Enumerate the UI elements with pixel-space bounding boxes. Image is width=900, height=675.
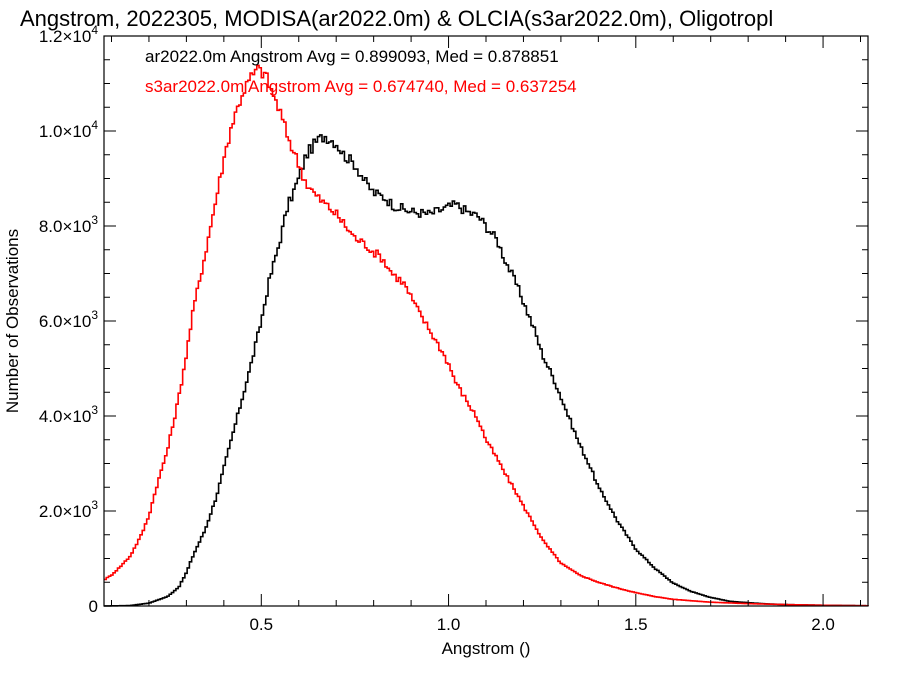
series-line-olcia: [104, 64, 869, 607]
legend-annotation-modisa: ar2022.0m Angstrom Avg = 0.899093, Med =…: [145, 47, 559, 66]
x-tick-label: 0.5: [249, 615, 273, 634]
y-tick-label: 4.0×103: [39, 403, 98, 426]
y-tick-label: 2.0×103: [39, 498, 98, 521]
y-tick-mantissa: 0: [89, 597, 98, 616]
y-tick-mantissa: 1.2×10: [39, 27, 91, 46]
y-tick-exponent: 3: [91, 403, 98, 417]
plot-frame: [103, 35, 869, 607]
y-tick-mantissa: 6.0×10: [39, 312, 91, 331]
ticks-layer: 0.5 1.0 1.5 2.002.0×1034.0×1036.0×1038.0×10…: [39, 23, 868, 634]
y-tick-exponent: 3: [91, 308, 98, 322]
y-tick-mantissa: 8.0×10: [39, 217, 91, 236]
y-tick-label: 0: [89, 597, 98, 616]
x-tick-label: 1.0: [437, 615, 461, 634]
x-tick-label: 2.0: [811, 615, 835, 634]
series-line-modisa: [104, 134, 869, 607]
series-layer: [104, 64, 869, 607]
y-tick-exponent: 3: [91, 498, 98, 512]
y-tick-mantissa: 2.0×10: [39, 502, 91, 521]
y-tick-label: 1.2×104: [39, 23, 98, 46]
y-tick-label: 1.0×104: [39, 118, 98, 141]
y-tick-mantissa: 4.0×10: [39, 407, 91, 426]
x-axis-label: Angstrom (): [442, 639, 531, 658]
chart-title: Angstrom, 2022305, MODISA(ar2022.0m) & O…: [20, 6, 773, 31]
y-tick-mantissa: 1.0×10: [39, 122, 91, 141]
y-tick-label: 8.0×103: [39, 213, 98, 236]
y-tick-label: 6.0×103: [39, 308, 98, 331]
x-tick-label: 1.5: [624, 615, 648, 634]
legend-annotation-olcia: s3ar2022.0m Angstrom Avg = 0.674740, Med…: [145, 77, 577, 96]
y-tick-exponent: 4: [91, 23, 98, 37]
y-tick-exponent: 4: [91, 118, 98, 132]
y-axis-label: Number of Observations: [3, 229, 22, 413]
y-tick-exponent: 3: [91, 213, 98, 227]
